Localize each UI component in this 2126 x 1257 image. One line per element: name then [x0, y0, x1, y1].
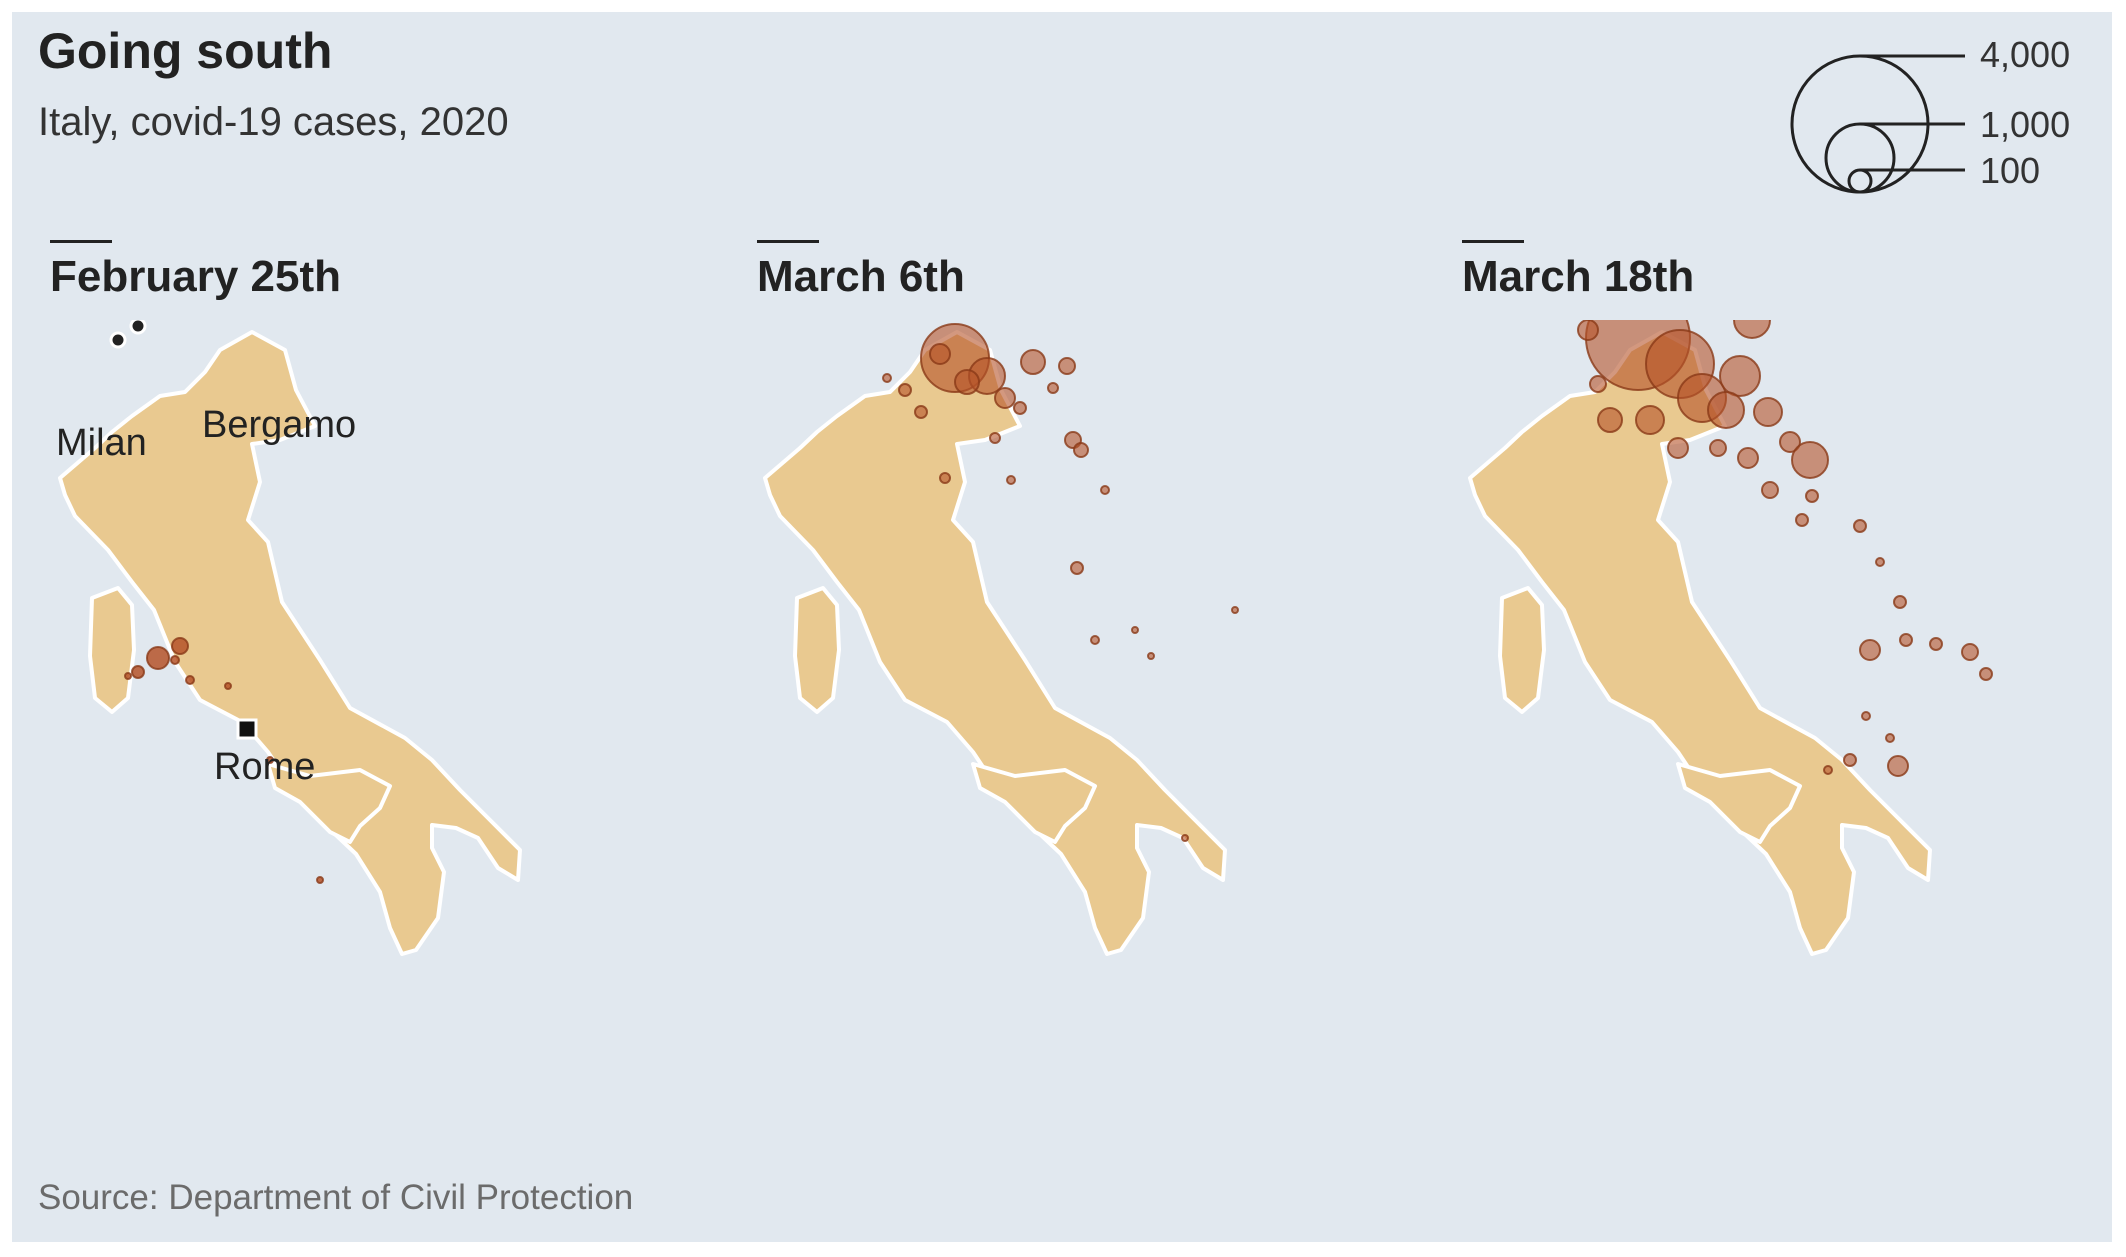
case-bubble	[1597, 407, 1623, 433]
case-bubble	[1823, 765, 1833, 775]
case-bubble	[1893, 595, 1907, 609]
milan-marker	[109, 331, 127, 349]
legend-circle-100	[1847, 168, 1873, 194]
panel-rule-2	[757, 240, 819, 243]
panel-title-mar6: March 6th	[757, 252, 965, 301]
legend-label-1000: 1,000	[1980, 104, 2071, 145]
case-bubble	[939, 472, 951, 484]
case-bubble	[1875, 557, 1885, 567]
sicily	[1676, 762, 1802, 844]
case-bubble	[1147, 652, 1155, 660]
case-bubble	[1791, 441, 1829, 479]
case-bubble	[1859, 639, 1881, 661]
case-bubble	[1231, 606, 1239, 614]
panel-rule-3	[1462, 240, 1524, 243]
case-bubble	[1861, 711, 1871, 721]
panel-title-mar18: March 18th	[1462, 252, 1695, 301]
case-bubble	[1020, 349, 1046, 375]
case-bubble	[1058, 357, 1076, 375]
chart-title: Going south	[38, 23, 333, 79]
case-bubble	[1961, 643, 1979, 661]
case-bubble	[124, 672, 132, 680]
case-bubble	[171, 637, 189, 655]
city-label-rome: Rome	[214, 746, 316, 788]
case-bubble	[1899, 633, 1913, 647]
panel-title-feb25: February 25th	[50, 252, 341, 301]
legend-label-4000: 4,000	[1980, 34, 2071, 75]
case-bubble	[1887, 755, 1909, 777]
case-bubble	[316, 876, 324, 884]
sardinia	[793, 586, 841, 714]
case-bubble	[1100, 485, 1110, 495]
case-bubble	[1979, 667, 1993, 681]
case-bubbles	[124, 637, 324, 884]
case-bubble	[1761, 481, 1779, 499]
legend-label-100: 100	[1980, 150, 2041, 191]
case-bubble	[1073, 442, 1089, 458]
case-bubble	[1667, 437, 1689, 459]
case-bubble	[1795, 513, 1809, 527]
case-bubble	[954, 369, 980, 395]
panel-rule-1	[50, 240, 112, 243]
case-bubble	[131, 665, 145, 679]
case-bubble	[1707, 391, 1745, 429]
city-label-milan: Milan	[56, 422, 147, 464]
map-mar18	[1468, 320, 1993, 956]
rome-marker	[236, 718, 258, 740]
case-bubble	[266, 756, 274, 764]
sicily	[971, 762, 1097, 844]
sicily	[266, 762, 392, 844]
case-bubble	[914, 405, 928, 419]
case-bubble	[1047, 382, 1059, 394]
case-bubbles	[882, 323, 1239, 842]
case-bubble	[994, 387, 1016, 409]
bergamo-marker	[129, 320, 147, 335]
city-label-bergamo: Bergamo	[202, 404, 357, 446]
case-bubble	[1635, 405, 1665, 435]
sardinia	[88, 586, 136, 714]
source-note: Source: Department of Civil Protection	[38, 1178, 634, 1217]
case-bubble	[1013, 401, 1027, 415]
case-bubble	[1843, 753, 1857, 767]
case-bubble	[1733, 320, 1771, 339]
map-mar6	[763, 323, 1239, 956]
case-bubble	[1181, 834, 1189, 842]
case-bubble	[882, 373, 892, 383]
case-bubble	[1719, 355, 1761, 397]
case-bubble	[146, 646, 170, 670]
case-bubble	[1737, 447, 1759, 469]
case-bubble	[185, 675, 195, 685]
case-bubble	[170, 655, 180, 665]
case-bubble	[1753, 397, 1783, 427]
case-bubble	[1131, 626, 1139, 634]
case-bubble	[989, 432, 1001, 444]
map-frame	[12, 12, 2112, 1242]
case-bubble	[1805, 489, 1819, 503]
map-feb25	[58, 320, 522, 956]
case-bubble	[1929, 637, 1943, 651]
case-bubble	[1070, 561, 1084, 575]
case-bubble	[224, 682, 232, 690]
case-bubble	[1885, 733, 1895, 743]
sardinia	[1498, 586, 1546, 714]
case-bubbles	[1577, 320, 1993, 777]
case-bubble	[1090, 635, 1100, 645]
case-bubble	[1709, 439, 1727, 457]
case-bubble	[1577, 320, 1599, 341]
size-legend	[1790, 54, 1965, 194]
legend-circle-1000	[1824, 122, 1896, 194]
chart-subtitle: Italy, covid-19 cases, 2020	[38, 100, 509, 144]
case-bubble	[929, 343, 951, 365]
case-bubble	[1006, 475, 1016, 485]
case-bubble	[1853, 519, 1867, 533]
case-bubble	[898, 383, 912, 397]
case-bubble	[1779, 431, 1801, 453]
case-bubble	[1589, 375, 1607, 393]
